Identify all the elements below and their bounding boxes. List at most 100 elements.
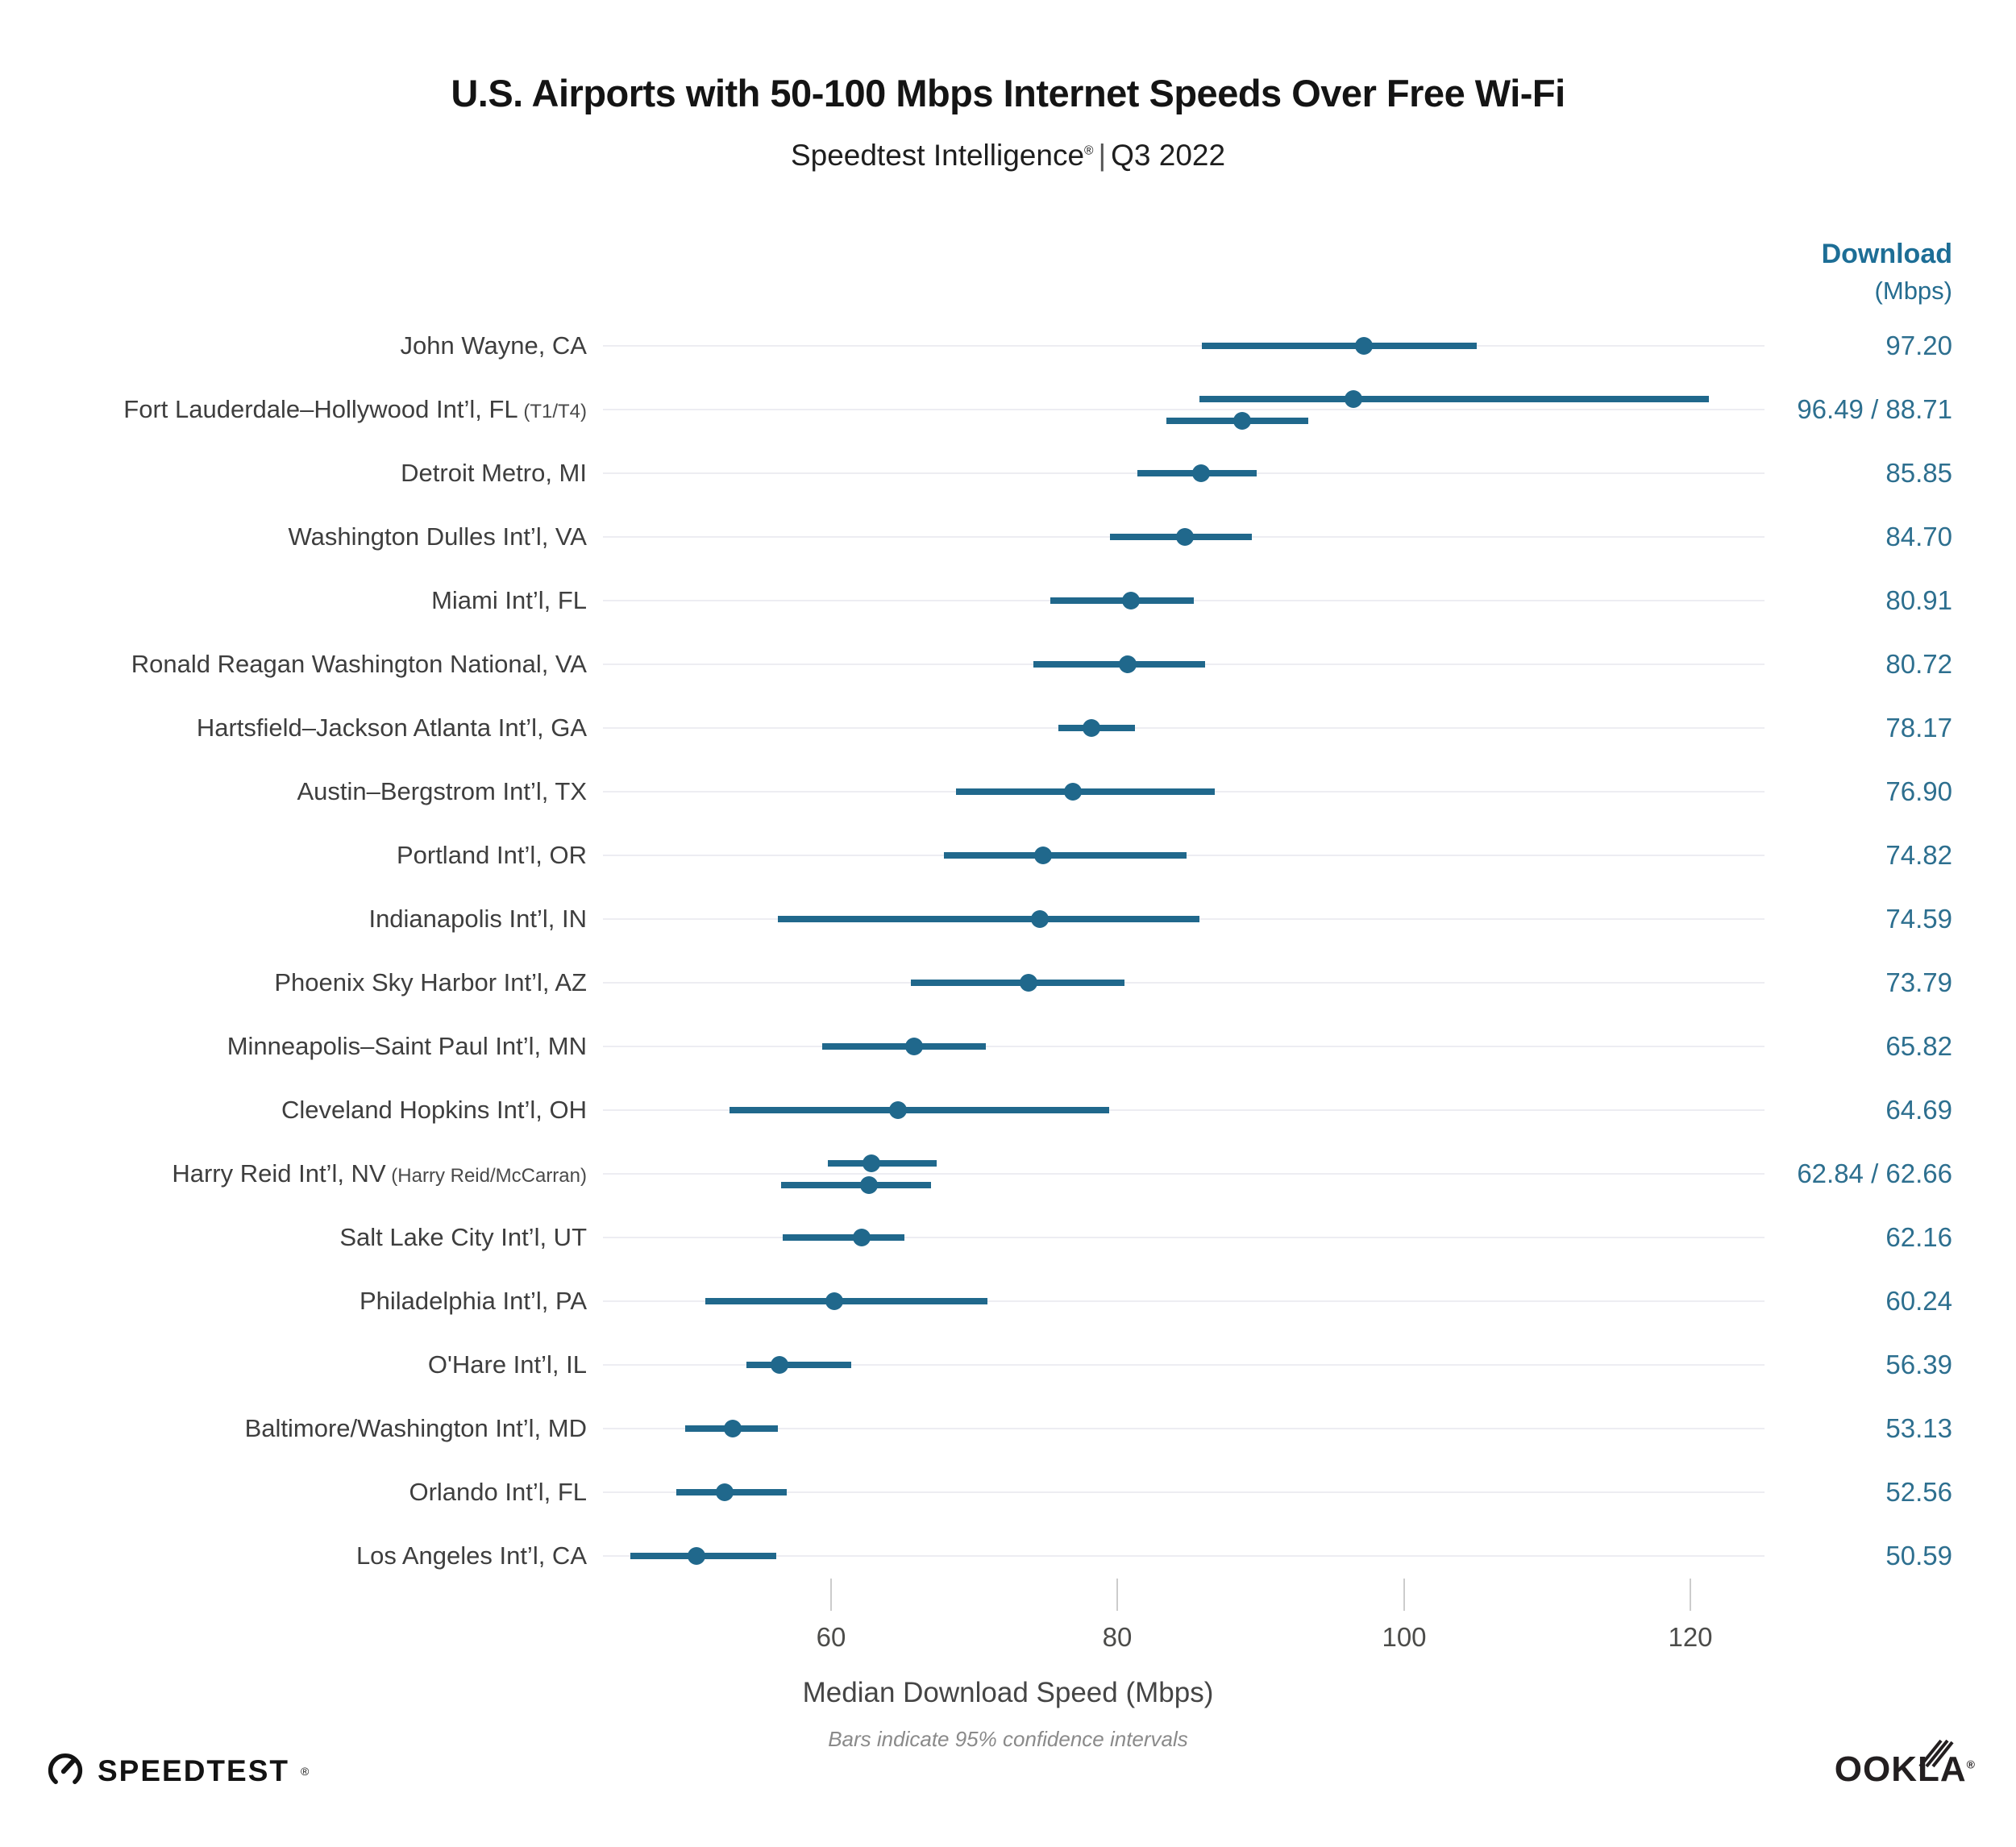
ookla-registered-mark: ®	[1966, 1758, 1976, 1771]
median-dot	[1064, 783, 1082, 801]
confidence-interval-bar	[783, 1234, 904, 1241]
download-value: 85.85	[1885, 458, 1952, 488]
median-dot	[1355, 337, 1373, 355]
median-dot	[905, 1038, 923, 1055]
row-gridline	[603, 727, 1765, 729]
median-dot	[1083, 719, 1100, 737]
row-gridline	[603, 1173, 1765, 1175]
airport-label: Portland Int’l, OR	[396, 841, 587, 869]
airport-label: Orlando Int’l, FL	[409, 1478, 587, 1506]
download-value: 80.91	[1885, 585, 1952, 615]
airport-label: Fort Lauderdale–Hollywood Int’l, FL (T1/…	[123, 395, 587, 423]
download-value: 80.72	[1885, 649, 1952, 679]
airport-label: Miami Int’l, FL	[431, 586, 587, 614]
median-dot	[688, 1547, 705, 1565]
row-gridline	[603, 1237, 1765, 1238]
median-dot	[1122, 592, 1140, 609]
download-value: 56.39	[1885, 1350, 1952, 1379]
row-gridline	[603, 982, 1765, 984]
airport-label: O'Hare Int’l, IL	[427, 1350, 587, 1379]
confidence-interval-bar	[1202, 343, 1477, 349]
median-dot	[1119, 655, 1137, 673]
airport-label: Hartsfield–Jackson Atlanta Int’l, GA	[196, 713, 587, 742]
subtitle-period: Q3 2022	[1111, 139, 1226, 172]
download-value: 53.13	[1885, 1413, 1952, 1443]
confidence-interval-bar	[828, 1159, 937, 1167]
download-value: 62.16	[1885, 1222, 1952, 1252]
download-value: 64.69	[1885, 1095, 1952, 1125]
x-axis-label: Median Download Speed (Mbps)	[802, 1677, 1214, 1708]
x-axis-tick	[1403, 1579, 1405, 1611]
airport-label: Philadelphia Int’l, PA	[359, 1287, 587, 1315]
row-gridline	[603, 1046, 1765, 1047]
median-dot	[889, 1101, 907, 1119]
speedtest-logo: SPEEDTEST ®	[44, 1748, 309, 1794]
download-header-line1: Download	[1821, 239, 1952, 269]
x-axis-tick	[830, 1579, 832, 1611]
registered-mark: ®	[1084, 144, 1094, 158]
airport-label: Minneapolis–Saint Paul Int’l, MN	[227, 1032, 587, 1060]
airport-label: Washington Dulles Int’l, VA	[288, 522, 587, 551]
median-dot	[1031, 910, 1049, 928]
x-axis-tick-label: 80	[1102, 1622, 1133, 1652]
download-value: 97.20	[1885, 331, 1952, 360]
airport-label: Phoenix Sky Harbor Int’l, AZ	[274, 968, 587, 996]
airport-label: Baltimore/Washington Int’l, MD	[244, 1414, 587, 1442]
download-value: 62.84 / 62.66	[1797, 1159, 1952, 1188]
median-dot	[716, 1483, 734, 1501]
confidence-interval-bar	[746, 1362, 851, 1368]
median-dot	[1233, 411, 1251, 430]
confidence-interval-bar	[781, 1181, 931, 1188]
airport-label-parenthetical: (T1/T4)	[518, 401, 587, 422]
chart-subtitle: Speedtest Intelligence® | Q3 2022	[0, 139, 2016, 173]
median-dot	[1192, 464, 1210, 482]
speedometer-gauge-icon	[44, 1748, 86, 1794]
download-value: 73.79	[1885, 967, 1952, 997]
download-value: 96.49 / 88.71	[1797, 394, 1952, 424]
confidence-interval-bar	[730, 1107, 1109, 1113]
airport-label: Ronald Reagan Washington National, VA	[131, 650, 587, 678]
median-dot	[1345, 389, 1362, 408]
median-dot	[853, 1229, 871, 1246]
row-gridline	[603, 1491, 1765, 1493]
median-dot	[825, 1292, 843, 1310]
subtitle-separator: |	[1098, 139, 1107, 172]
row-gridline	[603, 1364, 1765, 1366]
download-value: 52.56	[1885, 1477, 1952, 1507]
ookla-wordmark: OOKLA ®	[1835, 1739, 1976, 1789]
airport-label: Salt Lake City Int’l, UT	[339, 1223, 587, 1251]
airport-label: John Wayne, CA	[400, 331, 587, 360]
row-gridline	[603, 1109, 1765, 1111]
download-value: 74.59	[1885, 904, 1952, 934]
x-axis-tick	[1690, 1579, 1691, 1611]
airport-label: Austin–Bergstrom Int’l, TX	[297, 777, 587, 805]
airport-label: Detroit Metro, MI	[401, 459, 587, 487]
median-dot	[860, 1175, 878, 1194]
confidence-interval-bar	[911, 980, 1124, 986]
median-dot	[863, 1154, 880, 1172]
row-gridline	[603, 345, 1765, 347]
ookla-k-stripes-icon	[1917, 1737, 1954, 1777]
ookla-logo: OOKLA ®	[1835, 1739, 1976, 1790]
median-dot	[1176, 528, 1194, 546]
download-value: 84.70	[1885, 522, 1952, 551]
row-gridline	[603, 1555, 1765, 1557]
median-dot	[724, 1420, 742, 1437]
airport-label-parenthetical: (Harry Reid/McCarran)	[385, 1165, 587, 1187]
download-value: 65.82	[1885, 1031, 1952, 1061]
row-gridline	[603, 1428, 1765, 1429]
airport-label: Los Angeles Int’l, CA	[355, 1541, 587, 1570]
speedtest-registered-mark: ®	[301, 1764, 310, 1778]
airport-label: Harry Reid Int’l, NV (Harry Reid/McCarra…	[172, 1159, 587, 1188]
airport-label: Cleveland Hopkins Int’l, OH	[281, 1096, 587, 1124]
median-dot	[1034, 847, 1052, 864]
download-value: 74.82	[1885, 840, 1952, 870]
confidence-interval-bar	[956, 788, 1215, 795]
chart-footnote: Bars indicate 95% confidence intervals	[828, 1727, 1188, 1751]
x-axis-tick	[1116, 1579, 1118, 1611]
x-axis-tick-label: 60	[816, 1622, 846, 1652]
speedtest-wordmark: SPEEDTEST	[98, 1753, 289, 1787]
subtitle-brand: Speedtest Intelligence	[790, 139, 1085, 172]
